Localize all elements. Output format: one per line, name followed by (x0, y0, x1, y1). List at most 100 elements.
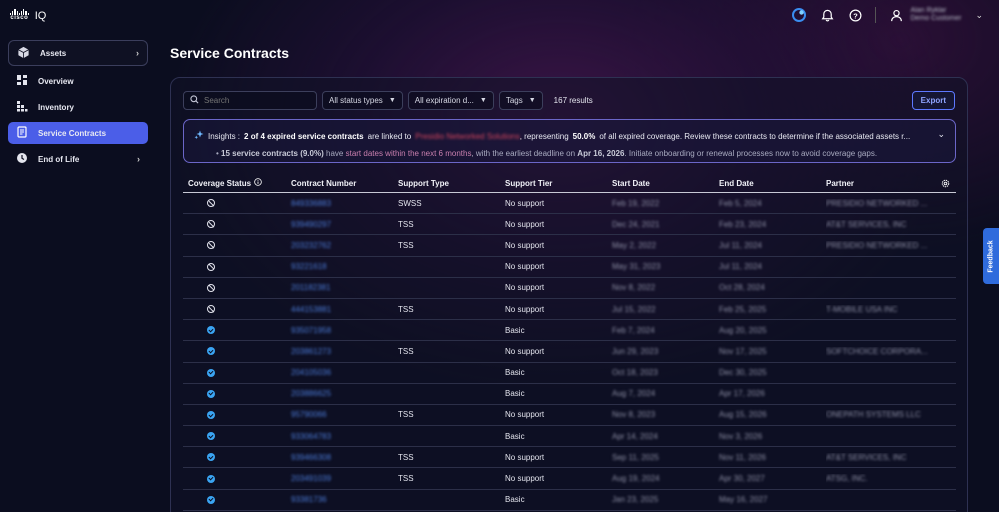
contract-number-link[interactable]: 939466308 (291, 452, 332, 462)
end-date-cell: May 16, 2027 (719, 495, 768, 505)
user-menu[interactable]: Alan Ryklar Demo Customer ⌄ (888, 7, 983, 23)
help-icon[interactable]: ? (847, 7, 863, 23)
sidebar-item-label: Assets (40, 48, 67, 58)
coverage-status-cell (183, 389, 291, 398)
contract-number-link[interactable]: 203232762 (291, 240, 332, 250)
cisco-iq-logo[interactable]: cisco IQ (10, 9, 46, 22)
support-type-cell: TSS (398, 346, 414, 356)
contract-number-link[interactable]: 203491039 (291, 474, 332, 484)
results-count: 167 results (553, 96, 593, 105)
coverage-status-cell (183, 305, 291, 314)
column-header-start-date[interactable]: Start Date (612, 178, 650, 188)
dropdown-label: All status types (329, 96, 383, 105)
column-settings-icon[interactable] (934, 179, 956, 188)
user-role: Demo Customer (910, 15, 962, 22)
insights-partner-link[interactable]: Presidio Networked Solutions (415, 131, 520, 141)
table-row[interactable]: 203886625 Basic Aug 7, 2024 Apr 17, 2026 (183, 384, 956, 405)
end-date-cell: Dec 30, 2025 (719, 368, 767, 378)
contract-number-link[interactable]: 204105036 (291, 368, 332, 378)
coverage-status-cell (183, 368, 291, 377)
start-date-cell: Feb 7, 2024 (612, 325, 655, 335)
bell-icon[interactable] (819, 7, 835, 23)
assistant-icon[interactable] (791, 7, 807, 23)
status-type-dropdown[interactable]: All status types ▼ (322, 91, 403, 110)
sidebar-item-overview[interactable]: Overview (8, 70, 148, 92)
export-button[interactable]: Export (911, 91, 955, 110)
info-icon[interactable] (254, 178, 262, 188)
table-row[interactable]: 203491039 TSS No support Aug 19, 2024 Apr 30… (183, 468, 956, 490)
column-header-end-date[interactable]: End Date (719, 178, 754, 188)
contract-number-link[interactable]: 444153881 (291, 304, 332, 314)
table-row[interactable]: 935071958 Basic Feb 7, 2024 Aug 20, 2025 (183, 320, 956, 342)
sidebar-item-service-contracts[interactable]: Service Contracts (8, 122, 148, 144)
insights-percent: 50.0% (572, 131, 596, 141)
table-row[interactable]: 849336883 SWSS No support Feb 19, 2022 Feb 5… (183, 193, 956, 215)
contract-icon (16, 126, 28, 140)
column-header-partner[interactable]: Partner (826, 178, 855, 188)
table-row[interactable]: 93221618 No support May 31, 2023 Jul 11, 20… (183, 257, 956, 278)
sidebar-item-end-of-life[interactable]: End of Life › (8, 148, 148, 170)
user-name: Alan Ryklar (910, 7, 947, 14)
table-row[interactable]: 203861273 TSS No support Jun 29, 2023 Nov 17… (183, 341, 956, 363)
table-row[interactable]: 444153881 TSS No support Jul 15, 2022 Feb 25… (183, 299, 956, 321)
table-row[interactable]: 933064783 Basic Apr 14, 2024 Nov 3, 2026 (183, 426, 956, 448)
covered-check-icon (207, 410, 215, 419)
search-field[interactable] (183, 91, 317, 110)
partner-cell: AT&T SERVICES, INC (826, 219, 907, 229)
insights-banner: Insights : 2 of 4 expired service contra… (183, 119, 956, 163)
feedback-tab[interactable]: Feedback (983, 228, 999, 284)
not-covered-icon (207, 305, 215, 314)
end-date-cell: Apr 30, 2027 (719, 474, 765, 484)
page-title: Service Contracts (170, 45, 290, 61)
contract-number-link[interactable]: 203861273 (291, 346, 332, 356)
start-date-cell: Feb 19, 2022 (612, 198, 660, 208)
table-row[interactable]: 93381736 Basic Jan 23, 2025 May 16, 2027 (183, 490, 956, 511)
product-name: IQ (34, 9, 47, 22)
table-row[interactable]: 203232762 TSS No support May 2, 2022 Jul 11,… (183, 235, 956, 257)
support-tier-cell: Basic (505, 431, 525, 441)
contract-number-link[interactable]: 93381736 (291, 495, 327, 505)
column-header-contract-number[interactable]: Contract Number (291, 178, 357, 188)
support-tier-cell: No support (505, 410, 545, 420)
support-tier-cell: No support (505, 262, 545, 272)
support-tier-cell: No support (505, 474, 545, 484)
table-row[interactable]: 939466308 TSS No support Sep 11, 2025 Nov 11… (183, 447, 956, 469)
feedback-label: Feedback (987, 239, 995, 273)
tags-dropdown[interactable]: Tags ▼ (498, 91, 543, 110)
table-row[interactable]: 204105036 Basic Oct 18, 2023 Dec 30, 2025 (183, 363, 956, 384)
sidebar-item-inventory[interactable]: Inventory (8, 96, 148, 118)
column-header-support-tier[interactable]: Support Tier (505, 178, 553, 188)
column-header-support-type[interactable]: Support Type (398, 178, 449, 188)
table-row[interactable]: 201182381 No support Nov 8, 2022 Oct 28, 20… (183, 278, 956, 299)
contract-number-link[interactable]: 95790066 (291, 410, 327, 420)
contract-number-link[interactable]: 933064783 (291, 431, 332, 441)
contract-number-link[interactable]: 939490297 (291, 219, 332, 229)
chevron-down-icon[interactable]: ⌄ (937, 129, 945, 139)
chevron-right-icon: › (136, 48, 139, 58)
table-row[interactable]: 95790066 TSS No support Nov 8, 2023 Aug 15, … (183, 405, 956, 427)
svg-text:?: ? (853, 11, 858, 20)
insights-highlight: 2 of 4 expired service contracts (244, 131, 364, 141)
coverage-status-cell (183, 453, 291, 462)
end-date-cell: Jul 11, 2024 (719, 262, 762, 272)
covered-check-icon (207, 495, 215, 504)
contract-number-link[interactable]: 203886625 (291, 389, 332, 399)
contract-number-link[interactable]: 935071958 (291, 325, 332, 335)
table-row[interactable]: 939490297 TSS No support Dec 24, 2021 Feb 23… (183, 214, 956, 236)
start-date-cell: Aug 19, 2024 (612, 474, 660, 484)
chevron-down-icon: ▼ (388, 97, 396, 104)
search-icon (190, 95, 199, 106)
search-input[interactable] (204, 96, 304, 105)
sidebar-item-assets[interactable]: Assets › (8, 40, 148, 66)
not-covered-icon (207, 262, 215, 271)
contract-number-link[interactable]: 93221618 (291, 262, 327, 272)
contract-number-link[interactable]: 201182381 (291, 283, 331, 293)
partner-cell: ATSG, INC. (826, 474, 868, 484)
insights-text: , representing (519, 131, 569, 141)
contract-number-link[interactable]: 849336883 (291, 198, 332, 208)
insights-text: . Initiate onboarding or renewal process… (624, 149, 878, 158)
top-bar: cisco IQ ? Alan Ryklar Demo Customer ⌄ (0, 0, 999, 32)
column-header-coverage-status[interactable]: Coverage Status (183, 178, 291, 188)
partner-cell: AT&T SERVICES, INC (826, 452, 907, 462)
expiration-dropdown[interactable]: All expiration d... ▼ (407, 91, 494, 110)
